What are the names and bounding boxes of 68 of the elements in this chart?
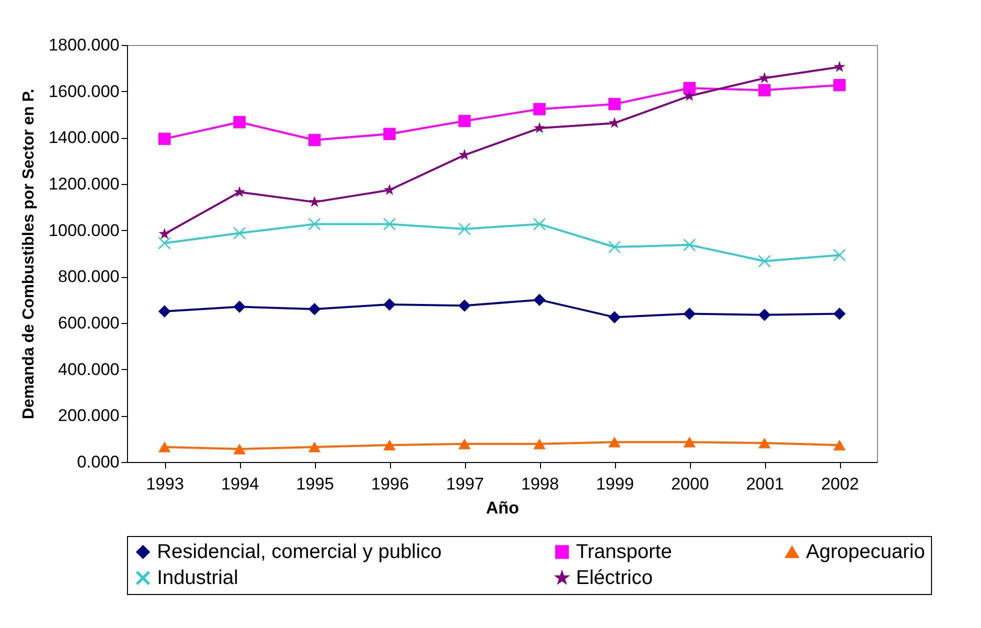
point — [308, 196, 320, 208]
point — [833, 78, 846, 92]
legend-label: Eléctrico — [576, 567, 653, 589]
x-tick-label: 1997 — [446, 474, 484, 494]
point — [683, 82, 696, 94]
x-tick-label: 1996 — [371, 474, 409, 494]
point — [533, 103, 546, 116]
x-tick-label: 1998 — [521, 474, 559, 494]
point — [233, 300, 246, 313]
y-tick-label: 400.000 — [58, 360, 120, 379]
x-axis-title: Año — [486, 498, 520, 518]
y-tick-label: 800.000 — [58, 267, 120, 286]
x-tick-label: 2000 — [671, 474, 709, 494]
legend-label: Industrial — [157, 567, 238, 589]
point — [758, 438, 771, 448]
y-tick-label: 1200.000 — [48, 174, 120, 194]
x-tick-label: 1994 — [221, 474, 259, 494]
point — [833, 249, 846, 262]
point — [383, 128, 396, 140]
legend-label: Agropecuario — [806, 541, 925, 563]
y-tick-label: 1800.000 — [48, 36, 120, 54]
point — [608, 436, 621, 448]
point — [683, 308, 696, 320]
point — [233, 116, 246, 128]
y-axis-title: Demanda de Combustibles por Sector en P. — [20, 88, 38, 420]
point — [458, 300, 471, 312]
y-tick-label: 600.000 — [58, 314, 120, 332]
x-tick-label: 1999 — [596, 474, 634, 494]
point — [233, 444, 246, 454]
point — [608, 98, 621, 110]
point — [834, 60, 846, 72]
y-tick-label: 0.000 — [76, 452, 120, 472]
y-tick-label: 1400.000 — [48, 128, 120, 148]
y-tick-label: 1600.000 — [48, 82, 120, 101]
x-tick-label: 2002 — [821, 474, 859, 494]
point — [608, 311, 621, 324]
point — [308, 302, 321, 316]
point — [533, 294, 546, 306]
point — [233, 226, 246, 240]
point — [158, 305, 171, 318]
y-tick-label: 200.000 — [58, 406, 120, 426]
point — [234, 186, 246, 198]
point — [383, 440, 396, 450]
x-tick-label: 1995 — [296, 474, 334, 494]
point — [758, 72, 770, 84]
point — [458, 438, 471, 450]
point — [158, 228, 170, 239]
point — [308, 442, 321, 452]
point — [384, 184, 396, 195]
point — [458, 114, 471, 128]
point — [833, 308, 846, 320]
point — [158, 442, 171, 452]
point — [758, 308, 771, 322]
point — [534, 122, 546, 134]
point — [683, 436, 696, 448]
point — [833, 440, 846, 450]
point — [158, 132, 171, 145]
legend-label: Transporte — [576, 541, 672, 563]
point — [533, 438, 546, 450]
point — [758, 84, 771, 96]
point — [383, 298, 396, 311]
legend-label: Residencial, comercial y publico — [157, 541, 442, 563]
point — [684, 90, 696, 101]
point — [758, 255, 771, 268]
x-tick-label: 2001 — [746, 474, 784, 494]
point — [308, 134, 321, 146]
y-tick-label: 1000.000 — [48, 220, 120, 240]
x-tick-label: 1993 — [146, 474, 184, 494]
